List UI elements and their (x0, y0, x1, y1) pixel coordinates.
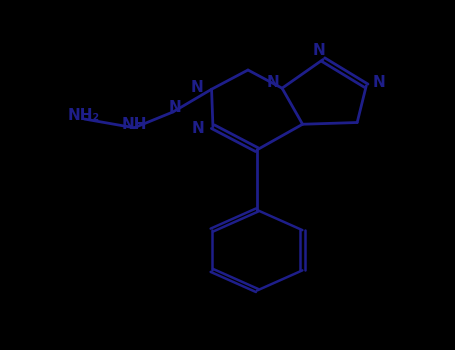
Text: NH₂: NH₂ (68, 108, 100, 123)
Text: N: N (373, 76, 385, 90)
Text: NH: NH (121, 117, 147, 132)
Text: N: N (169, 100, 182, 115)
Text: N: N (192, 121, 205, 136)
Text: N: N (312, 43, 325, 58)
Text: N: N (267, 76, 279, 90)
Text: N: N (191, 80, 203, 95)
